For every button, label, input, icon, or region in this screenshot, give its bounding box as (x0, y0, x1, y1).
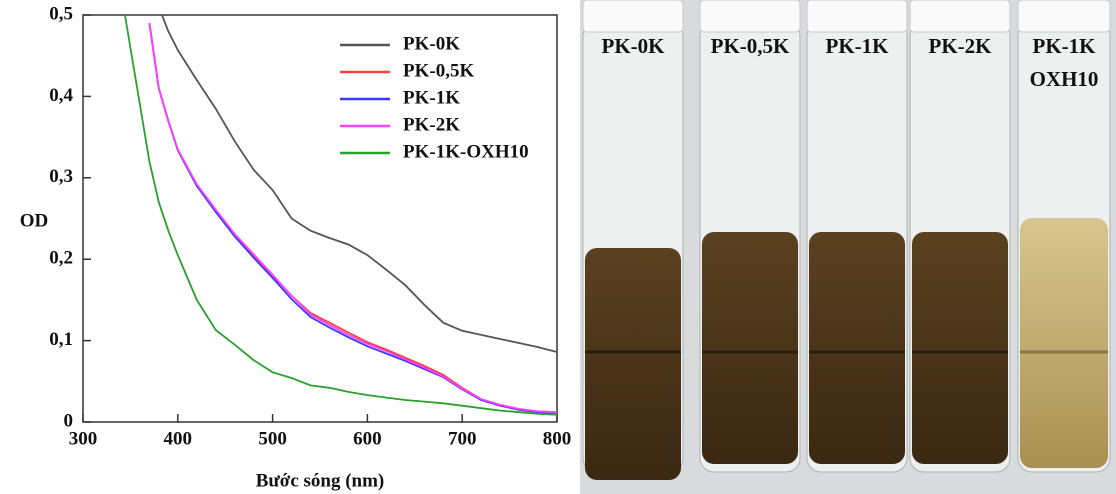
legend-label: PK-0K (403, 33, 460, 54)
y-axis-label: OD (20, 210, 49, 231)
y-tick-label: 0,5 (49, 3, 73, 24)
x-tick-label: 500 (258, 428, 287, 449)
vial-label: PK-1K (1033, 34, 1097, 58)
x-tick-label: 700 (448, 428, 477, 449)
legend-label: PK-1K-OXH10 (403, 141, 529, 162)
vial-liquid (1020, 218, 1108, 468)
photo: PK-0K PK-0,5K PK-1K PK-2K PK-1K OXH10 (580, 0, 1116, 494)
series-line (160, 15, 557, 353)
vial-liquid (702, 232, 798, 464)
lines (124, 15, 557, 416)
legend-label: PK-0,5K (403, 60, 474, 81)
y-tick-label: 0,3 (49, 166, 73, 187)
series-line (148, 22, 557, 414)
legend-label: PK-2K (403, 114, 460, 135)
x-tick-label: 300 (69, 428, 98, 449)
vial-liquid (912, 232, 1008, 464)
vial-cap (806, 0, 908, 33)
vial-cap (699, 0, 801, 33)
y-tick-label: 0,4 (49, 85, 73, 106)
x-axis-label: Bước sóng (nm) (256, 470, 385, 491)
y-tick-label: 0 (64, 410, 74, 431)
series-line (124, 15, 557, 416)
vial-cap (582, 0, 684, 33)
vial-label: OXH10 (1030, 67, 1099, 91)
vial-liquid (809, 232, 905, 464)
vial-label: PK-0K (602, 34, 666, 58)
legend-label: PK-1K (403, 87, 460, 108)
plot-frame (82, 14, 558, 423)
series-line (148, 22, 557, 414)
y-tick-label: 0,2 (49, 248, 73, 269)
vial-label: PK-0,5K (711, 34, 790, 58)
chart: 0 0,1 0,2 0,3 0,4 0,5 300 400 500 600 700 800 Bước s… (20, 3, 572, 491)
vial-label: PK-2K (929, 34, 993, 58)
y-tick-label: 0,1 (49, 329, 73, 350)
x-tick-label: 400 (164, 428, 193, 449)
x-tick-label: 600 (353, 428, 382, 449)
vial-cap (909, 0, 1011, 33)
series-line (148, 22, 557, 414)
vial-label: PK-1K (826, 34, 890, 58)
vial-liquid (585, 248, 681, 480)
vial-cap (1017, 0, 1111, 33)
x-tick-label: 800 (543, 428, 572, 449)
